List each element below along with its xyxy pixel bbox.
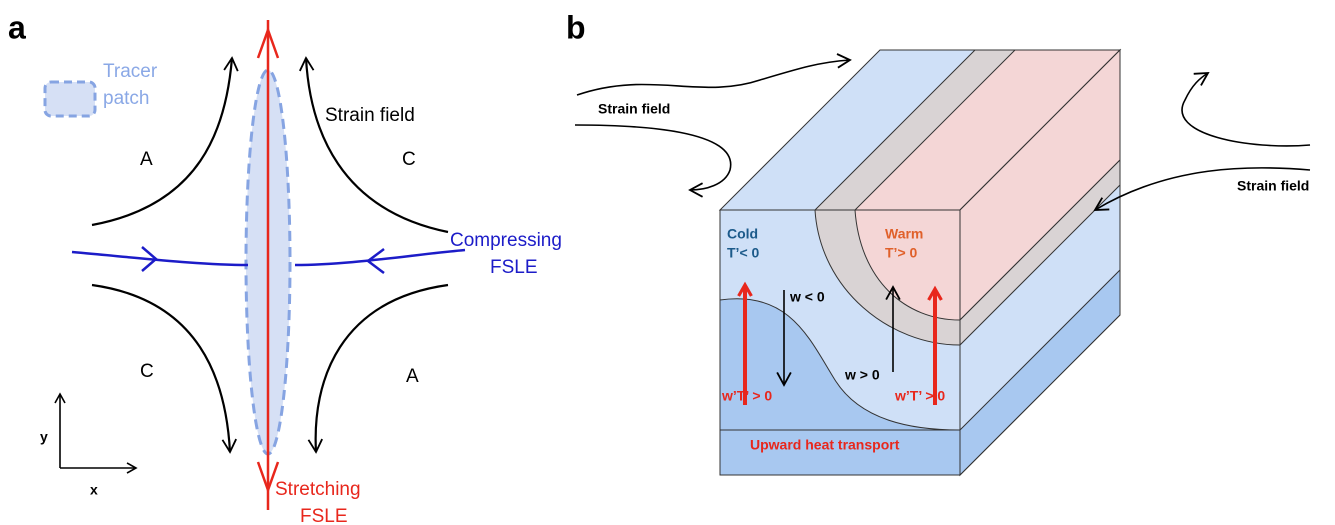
region-label: A <box>140 149 153 170</box>
region-label: A <box>406 366 419 387</box>
flux-label: w’T’ > 0 <box>894 388 945 404</box>
compressing-line <box>294 248 466 267</box>
strain-label: Strain field <box>598 101 670 117</box>
legend-text: Tracer <box>103 61 158 82</box>
w-label: w > 0 <box>844 367 880 383</box>
w-label: w < 0 <box>789 289 825 305</box>
warm-label: Warm <box>885 226 923 242</box>
strain-label: Strain field <box>1237 178 1309 194</box>
strain-curve <box>1093 167 1311 211</box>
strain-label: Strain field <box>325 105 415 126</box>
warm-label: T’> 0 <box>885 245 918 261</box>
flux-label: w’T’ > 0 <box>721 388 772 404</box>
panel-label: b <box>566 9 586 45</box>
legend-text: patch <box>103 88 149 109</box>
stretching-label: FSLE <box>300 506 348 525</box>
strain-curve <box>307 283 449 454</box>
arrowhead <box>256 26 280 59</box>
compressing-line <box>71 250 249 267</box>
arrowhead <box>365 248 385 274</box>
stretching-label: Stretching <box>275 479 361 500</box>
axis-label: y <box>40 429 48 445</box>
strain-curve <box>1181 71 1311 147</box>
strain-curve <box>574 124 732 198</box>
panel-label: a <box>8 9 26 45</box>
strain-curve <box>576 53 852 96</box>
axis-label: x <box>90 482 98 498</box>
transport-label: Upward heat transport <box>750 437 900 453</box>
legend-swatch <box>43 80 97 118</box>
region-label: C <box>140 361 154 382</box>
compressing-label: FSLE <box>490 257 538 278</box>
deep-water <box>719 298 961 476</box>
cold-label: Cold <box>727 226 758 242</box>
strain-curve <box>91 56 239 227</box>
cold-label: T’< 0 <box>727 245 760 261</box>
compressing-label: Compressing <box>450 230 562 251</box>
strain-curve <box>299 56 449 234</box>
region-label: C <box>402 149 416 170</box>
arrowhead <box>141 246 158 272</box>
strain-curve <box>91 283 237 454</box>
arrowhead <box>256 461 280 494</box>
